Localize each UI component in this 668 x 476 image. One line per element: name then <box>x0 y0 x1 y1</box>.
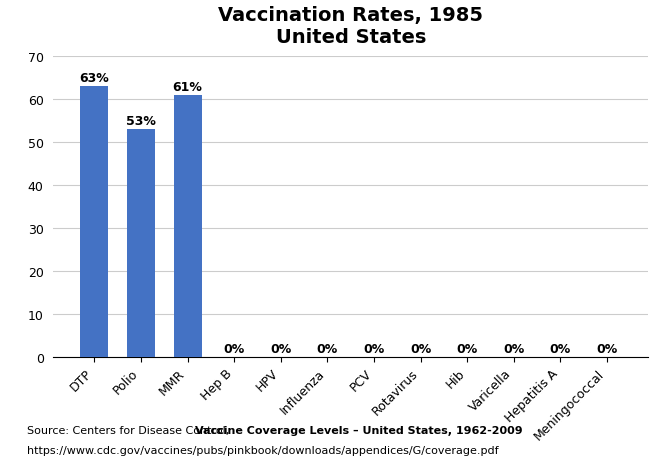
Text: 0%: 0% <box>503 342 524 355</box>
Text: 0%: 0% <box>597 342 618 355</box>
Text: 0%: 0% <box>363 342 385 355</box>
Text: 0%: 0% <box>410 342 432 355</box>
Text: Vaccine Coverage Levels – United States, 1962-2009: Vaccine Coverage Levels – United States,… <box>195 426 522 436</box>
Text: 0%: 0% <box>550 342 571 355</box>
Text: 0%: 0% <box>317 342 338 355</box>
Text: https://www.cdc.gov/vaccines/pubs/pinkbook/downloads/appendices/G/coverage.pdf: https://www.cdc.gov/vaccines/pubs/pinkbo… <box>27 445 498 455</box>
Text: 0%: 0% <box>270 342 291 355</box>
Text: 0%: 0% <box>456 342 478 355</box>
Text: Source: Centers for Disease Control,: Source: Centers for Disease Control, <box>27 426 232 436</box>
Bar <box>174 96 202 357</box>
Text: 61%: 61% <box>173 80 202 94</box>
Text: 0%: 0% <box>224 342 245 355</box>
Title: Vaccination Rates, 1985
United States: Vaccination Rates, 1985 United States <box>218 6 483 47</box>
Bar <box>127 130 155 357</box>
Text: 53%: 53% <box>126 115 156 128</box>
Text: 63%: 63% <box>79 72 110 85</box>
Bar <box>80 87 108 357</box>
